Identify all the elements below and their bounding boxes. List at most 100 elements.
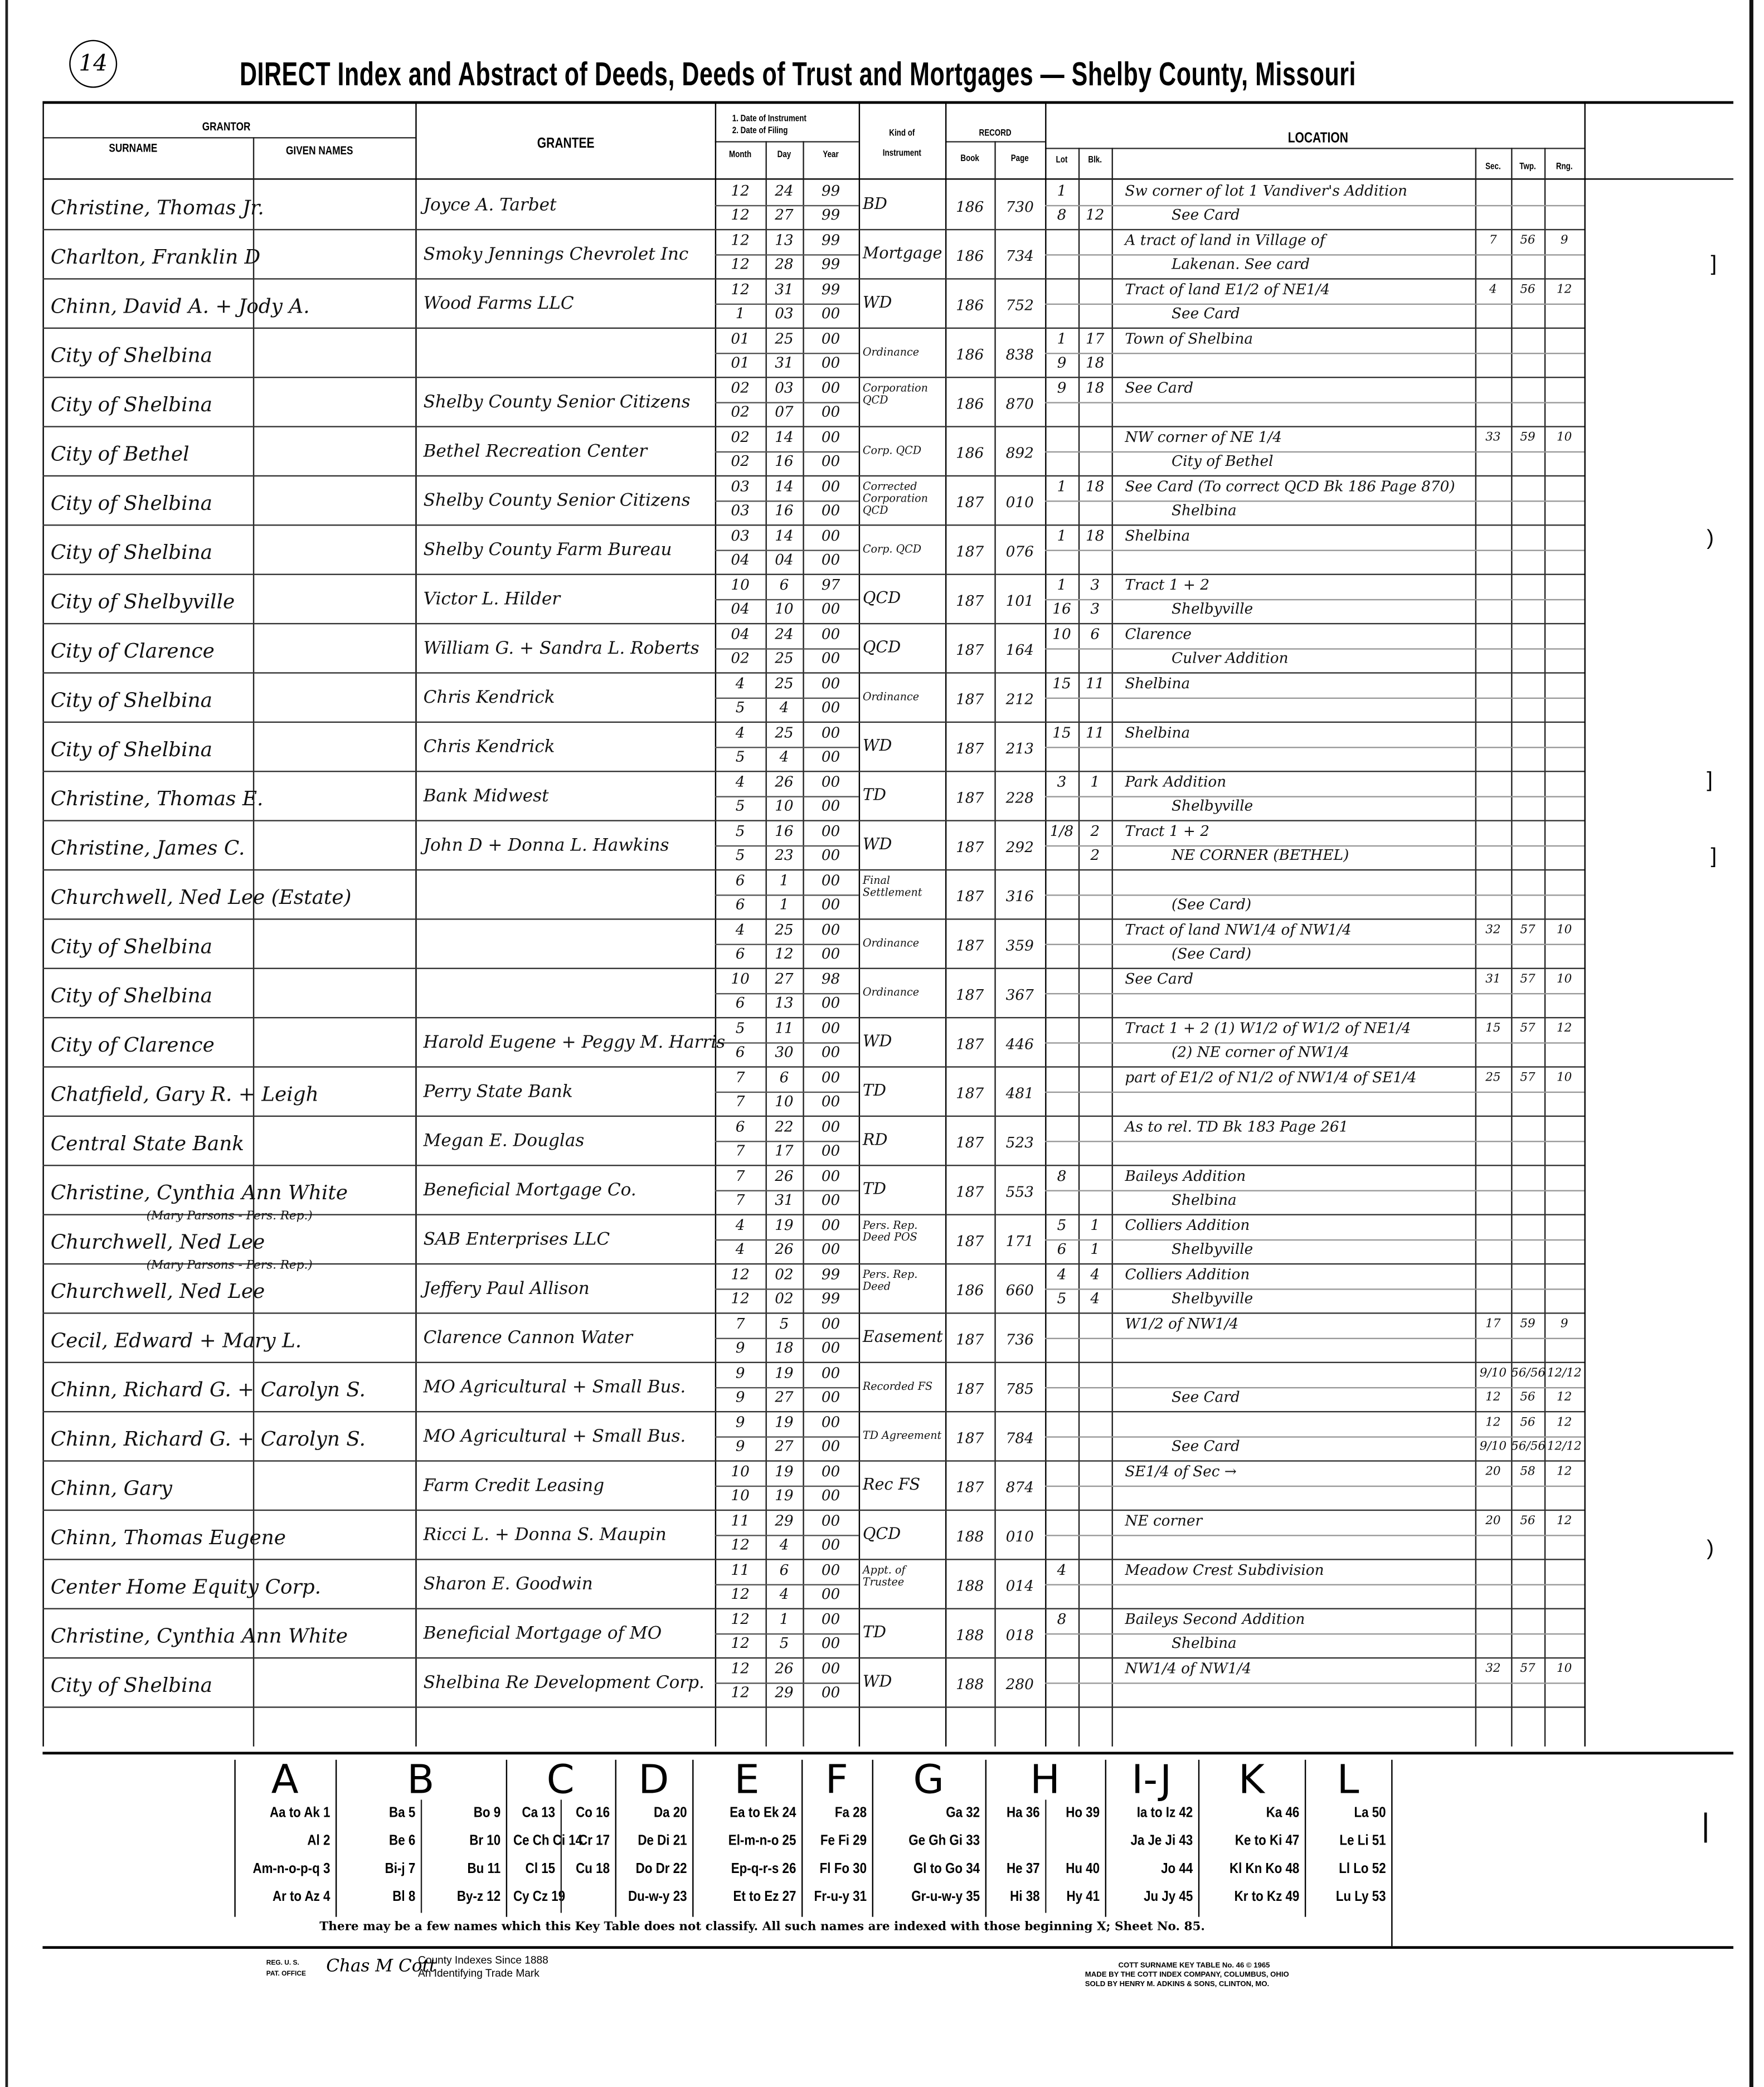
row-rule (42, 869, 1585, 871)
record-book: 187 (956, 1232, 984, 1250)
year-filing: 00 (821, 1240, 840, 1258)
key-entry: Ia to Iz 42 (1136, 1805, 1193, 1821)
key-rule (801, 1759, 803, 1917)
column-rule (1475, 148, 1477, 1747)
year-instrument: 00 (821, 724, 840, 742)
entry-row: City of Shelbina Chris Kendrick 4 25 00 5 4 00 O… (0, 672, 1764, 721)
date-split-rule (715, 1288, 859, 1290)
row-rule (42, 376, 1585, 378)
year-instrument: 00 (821, 1364, 840, 1382)
month-instrument: 02 (731, 429, 750, 446)
record-page: 736 (1005, 1331, 1034, 1349)
grantor-name: Churchwell, Ned Lee (50, 1279, 265, 1303)
row-rule (42, 721, 1585, 723)
date-split-rule (715, 598, 859, 600)
sec-header: Sec. (1485, 162, 1501, 172)
entry-row: City of Shelbina Shelby County Farm Burea… (0, 524, 1764, 573)
grantee-name: Chris Kendrick (423, 737, 555, 758)
date-split-rule (715, 1436, 859, 1437)
location-description: (See Card) (1172, 945, 1252, 963)
grantor-name: Christine, Cynthia Ann White (50, 1180, 348, 1205)
entry-row: City of Shelbina Chris Kendrick 4 25 00 5 4 00 W… (0, 722, 1764, 771)
month-filing: 12 (731, 1536, 750, 1554)
day-instrument: 19 (775, 1364, 794, 1382)
column-rule (1111, 148, 1113, 1747)
grantor-name: Chatfield, Gary R. + Leigh (50, 1082, 319, 1106)
township: 59 (1520, 431, 1535, 445)
lot: 1 (1057, 330, 1067, 348)
block: 2 (1090, 847, 1100, 864)
record-page: 010 (1005, 494, 1034, 512)
key-entry: Ke to Ki 47 (1235, 1833, 1300, 1849)
record-book: 187 (956, 690, 984, 708)
row-rule (42, 1559, 1585, 1560)
blk-header: Blk. (1088, 155, 1102, 166)
township: 56 (1520, 1391, 1535, 1405)
block: 4 (1090, 1290, 1100, 1307)
year-instrument: 00 (821, 773, 840, 791)
grantor-name: Center Home Equity Corp. (50, 1574, 322, 1599)
year-instrument: 99 (821, 231, 840, 249)
column-rule (1078, 148, 1080, 1747)
date-split-rule (715, 1583, 859, 1585)
month-filing: 6 (735, 945, 745, 963)
day-filing: 10 (775, 1093, 794, 1111)
month-instrument: 10 (731, 970, 750, 988)
entry-row: Christine, Thomas Jr. Joyce A. Tarbet 12 24… (0, 179, 1764, 228)
month-filing: 02 (731, 453, 750, 470)
key-entry: Le Li 51 (1339, 1833, 1386, 1849)
column-rule (1584, 101, 1586, 1747)
block: 6 (1090, 625, 1100, 643)
kind-of-instrument: RD (862, 1130, 888, 1149)
day-instrument: 6 (779, 576, 789, 594)
grantor-name: City of Shelbina (50, 392, 213, 417)
key-entry: Kl Kn Ko 48 (1230, 1861, 1300, 1877)
record-book: 187 (956, 494, 984, 512)
township: 56/56 (1511, 1367, 1546, 1381)
key-entry: El-m-n-o 25 (728, 1833, 796, 1849)
lot: 8 (1057, 1167, 1067, 1185)
key-letter-l: L (1337, 1757, 1359, 1804)
location-description: Shelbina (1125, 675, 1190, 693)
year-instrument: 00 (821, 675, 840, 693)
day-filing: 27 (775, 1388, 794, 1406)
twp-header: Twp. (1519, 162, 1536, 172)
grantee-name: Megan E. Douglas (423, 1131, 585, 1152)
section: 7 (1489, 234, 1497, 248)
location-split-rule (1045, 1682, 1585, 1684)
grantor-name: Churchwell, Ned Lee (Estate) (50, 885, 352, 909)
record-book: 187 (956, 838, 984, 856)
record-page: 553 (1005, 1183, 1034, 1201)
range: 12 (1557, 283, 1572, 297)
year-filing: 99 (821, 255, 840, 273)
township: 56 (1520, 283, 1535, 297)
record-page: 292 (1005, 838, 1034, 856)
date-split-rule (715, 204, 859, 206)
day-filing: 30 (775, 1043, 794, 1061)
year-filing: 99 (821, 206, 840, 224)
key-rule (506, 1759, 508, 1917)
township: 56 (1520, 1515, 1535, 1529)
key-letter-i-j: I-J (1131, 1757, 1172, 1804)
grantor-name: City of Shelbina (50, 1673, 213, 1697)
year-instrument: 00 (821, 1561, 840, 1579)
month-filing: 10 (731, 1487, 750, 1505)
date-split-rule (715, 844, 859, 847)
grantor-name: City of Clarence (50, 1033, 215, 1057)
section: 17 (1485, 1317, 1501, 1331)
month-instrument: 10 (731, 1463, 750, 1481)
key-letter-k: K (1238, 1757, 1265, 1804)
grantor-name: City of Shelbyville (50, 590, 235, 614)
month-filing: 12 (731, 1290, 750, 1307)
row-rule (42, 1165, 1585, 1166)
location-description: Shelbyville (1172, 600, 1253, 618)
kind-of-instrument: Mortgage (862, 244, 942, 262)
lot: 15 (1052, 675, 1071, 693)
location-description: Shelbyville (1172, 797, 1253, 815)
block: 12 (1085, 206, 1105, 224)
location-split-rule (1045, 1140, 1585, 1142)
month-instrument: 7 (735, 1315, 745, 1333)
date-split-rule (715, 1091, 859, 1092)
day-instrument: 13 (775, 231, 794, 249)
row-rule (42, 1016, 1585, 1019)
